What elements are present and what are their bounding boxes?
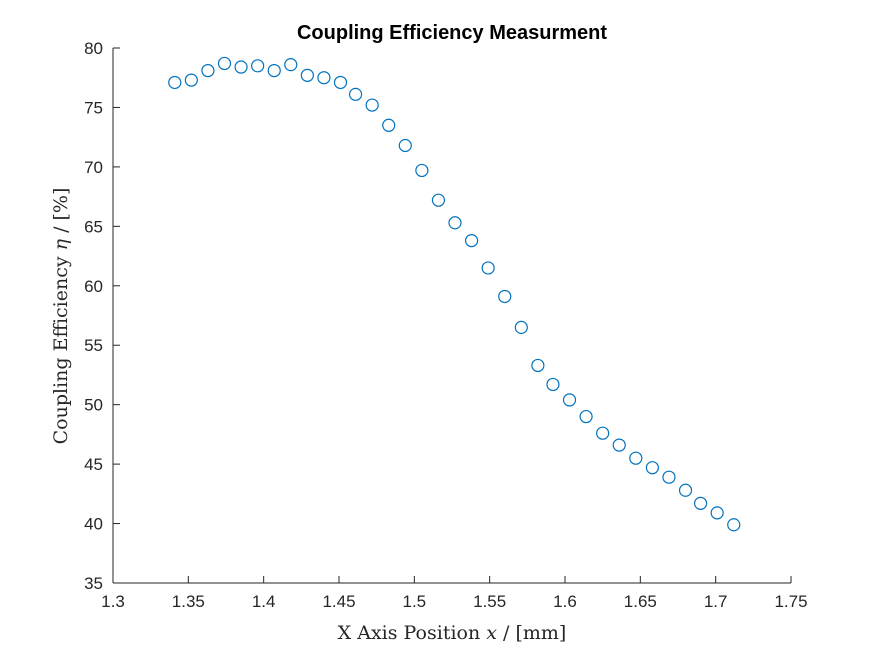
data-point <box>201 63 215 78</box>
data-point <box>251 59 265 73</box>
data-point <box>317 71 331 85</box>
y-tick-label: 65 <box>84 217 103 236</box>
x-tick-label: 1.4 <box>252 592 276 611</box>
data-point <box>546 377 560 392</box>
x-tick-label: 1.3 <box>101 592 125 611</box>
y-ticks: 35 40 45 50 55 60 65 70 75 80 <box>84 39 120 593</box>
data-point <box>333 75 348 90</box>
data-points <box>168 56 741 532</box>
data-point <box>645 461 659 475</box>
x-tick-label: 1.55 <box>473 592 506 611</box>
data-point <box>431 193 446 207</box>
data-point <box>448 216 462 230</box>
data-point <box>612 438 626 452</box>
x-tick-label: 1.35 <box>172 592 205 611</box>
data-point <box>562 393 577 407</box>
data-point <box>481 261 495 275</box>
data-point <box>693 496 708 510</box>
x-tick-label: 1.45 <box>322 592 355 611</box>
data-point <box>415 163 429 178</box>
x-tick-label: 1.6 <box>553 592 577 611</box>
data-point <box>267 63 281 78</box>
x-ticks: 1.3 1.35 1.4 1.45 1.5 1.55 1.6 1.65 1.7 1.75 <box>101 576 808 611</box>
data-point <box>579 409 593 424</box>
y-axis-label: Coupling Efficiency η / [%] <box>50 188 72 445</box>
data-point <box>398 138 412 153</box>
data-point <box>300 68 314 82</box>
data-point <box>234 60 248 74</box>
data-point <box>365 98 379 112</box>
data-point <box>217 56 232 71</box>
data-point <box>662 470 676 484</box>
x-tick-label: 1.75 <box>774 592 807 611</box>
data-point <box>382 118 396 132</box>
plot-area: 1.3 1.35 1.4 1.45 1.5 1.55 1.6 1.65 1.7 1.75 35 40… <box>84 39 807 611</box>
data-point <box>498 289 512 304</box>
data-point <box>348 87 363 101</box>
data-point <box>629 451 643 465</box>
y-tick-label: 35 <box>84 574 103 593</box>
data-point <box>531 358 545 373</box>
x-tick-label: 1.5 <box>403 592 427 611</box>
chart-title: Coupling Efficiency Measurment <box>297 22 607 44</box>
x-tick-label: 1.65 <box>624 592 657 611</box>
data-point <box>184 73 198 87</box>
y-tick-label: 50 <box>84 396 103 415</box>
data-point <box>464 234 479 248</box>
y-tick-label: 60 <box>84 277 103 296</box>
data-point <box>678 483 693 497</box>
data-point <box>168 75 182 90</box>
y-tick-label: 70 <box>84 158 103 177</box>
y-tick-label: 75 <box>84 98 103 117</box>
data-point <box>284 58 298 72</box>
y-tick-label: 55 <box>84 336 103 355</box>
y-tick-label: 40 <box>84 515 103 534</box>
y-tick-label: 80 <box>84 39 103 58</box>
data-point <box>727 518 741 532</box>
data-point <box>514 320 528 334</box>
data-point <box>596 426 610 440</box>
data-point <box>710 506 724 520</box>
x-tick-label: 1.7 <box>704 592 728 611</box>
x-axis-label: X Axis Position x / [mm] <box>338 622 567 644</box>
y-tick-label: 45 <box>84 455 103 474</box>
